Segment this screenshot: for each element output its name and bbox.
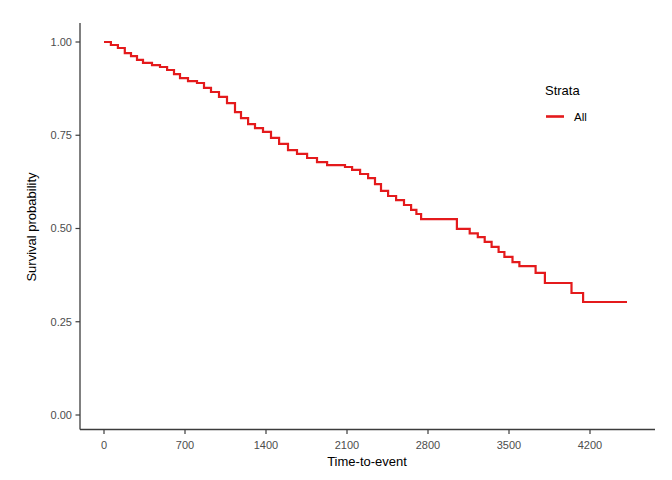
y-tick-label: 0.00: [51, 409, 72, 421]
y-tick-label: 0.50: [51, 222, 72, 234]
legend-title: Strata: [545, 83, 580, 98]
x-tick-label: 2800: [416, 439, 440, 451]
y-tick-label: 0.25: [51, 316, 72, 328]
y-axis-ticks: 0.00 0.25 0.50 0.75 1.00: [51, 36, 80, 421]
legend-entry-label: All: [574, 111, 587, 123]
legend: Strata All: [545, 83, 587, 123]
x-axis-ticks: 0 700 1400 2100 2800 3500 4200: [101, 430, 602, 452]
km-survival-plot: 0.00 0.25 0.50 0.75 1.00 0 700 1400 2100 2800 350…: [0, 0, 672, 480]
y-tick-label: 1.00: [51, 36, 72, 48]
y-axis-title: Survival probability: [24, 172, 39, 282]
survival-curve-all: [104, 42, 627, 302]
x-tick-label: 1400: [254, 439, 278, 451]
x-axis-title: Time-to-event: [327, 454, 407, 469]
x-tick-label: 4200: [578, 439, 602, 451]
survival-curve-group: [104, 42, 627, 302]
y-tick-label: 0.75: [51, 129, 72, 141]
km-plot-canvas: 0.00 0.25 0.50 0.75 1.00 0 700 1400 2100 2800 350…: [0, 0, 672, 480]
x-tick-label: 0: [101, 439, 107, 451]
x-tick-label: 700: [176, 439, 194, 451]
x-tick-label: 3500: [497, 439, 521, 451]
x-tick-label: 2100: [335, 439, 359, 451]
